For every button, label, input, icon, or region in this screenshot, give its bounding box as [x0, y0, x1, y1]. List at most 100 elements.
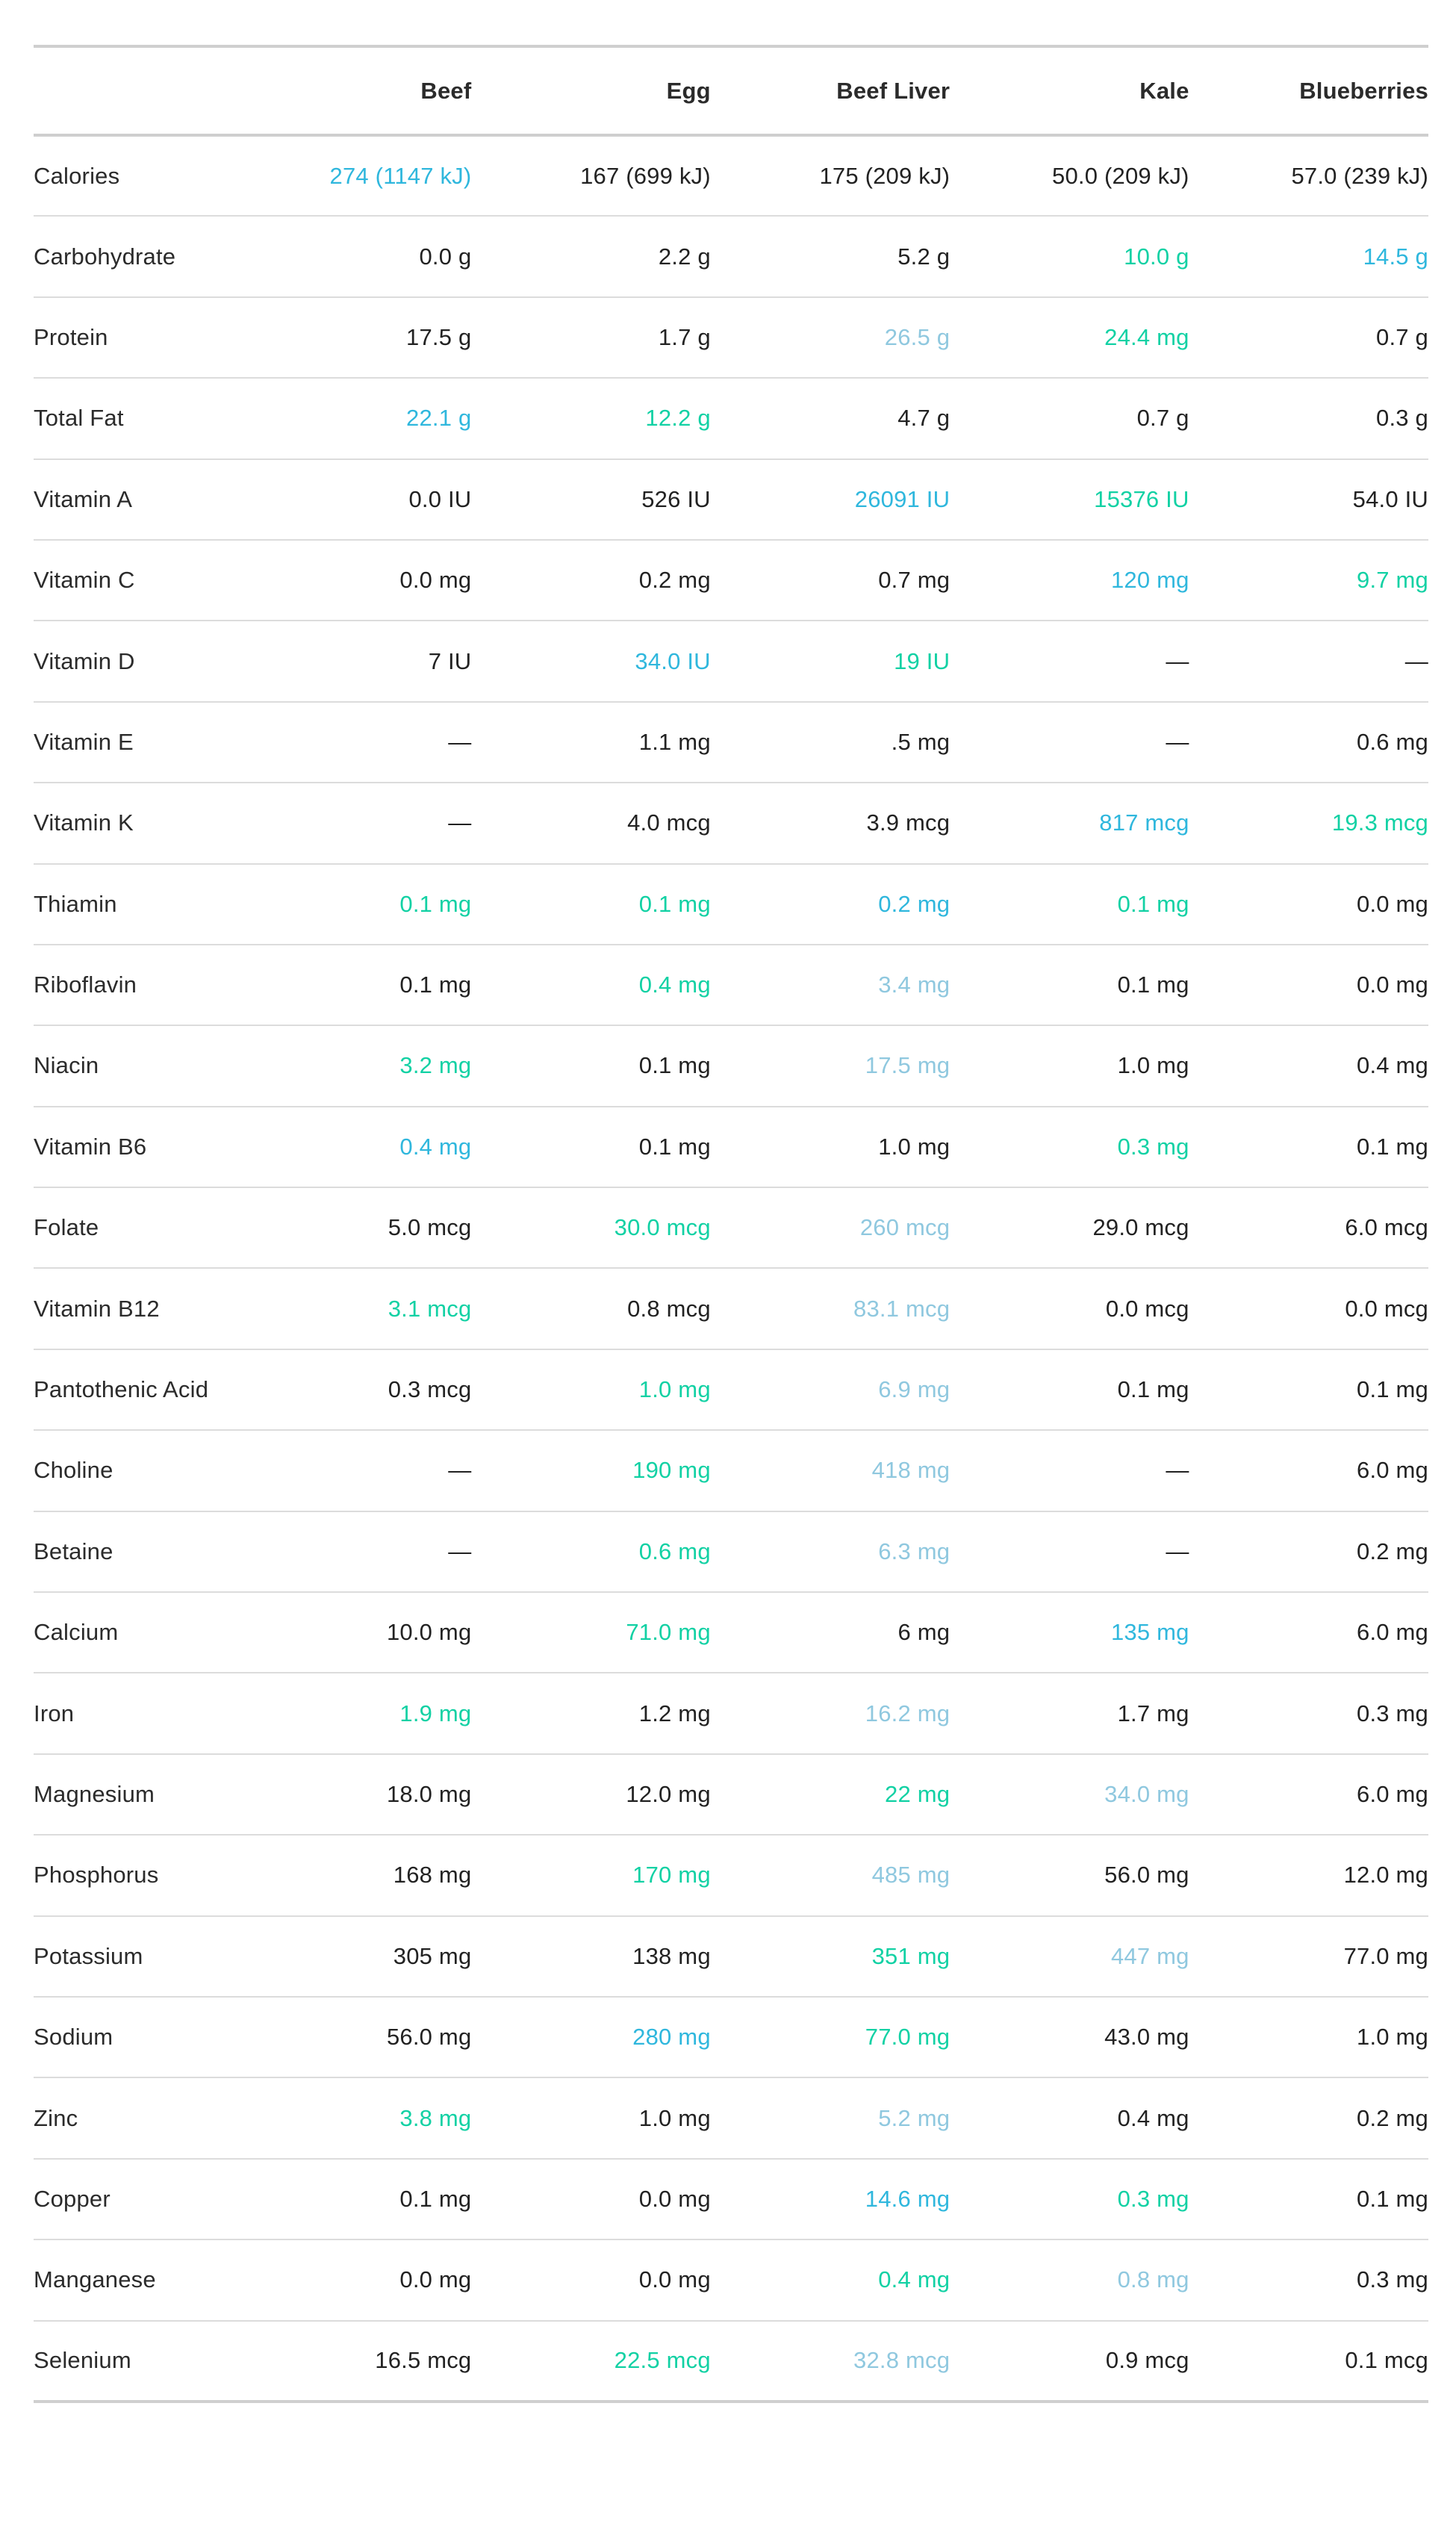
cell-kale: 120 mg	[950, 539, 1189, 622]
cell-kale: 0.1 mg	[950, 1349, 1189, 1432]
cell-beef: 0.0 g	[232, 216, 472, 298]
cell-beef: 274 (1147 kJ)	[232, 135, 472, 217]
nutrient-label: Iron	[34, 1673, 232, 1755]
nutrient-label: Niacin	[34, 1025, 232, 1107]
cell-beef: 0.4 mg	[232, 1106, 472, 1189]
cell-beef-liver: 4.7 g	[710, 378, 951, 460]
cell-egg: 1.2 mg	[471, 1673, 711, 1755]
cell-blueberries: 6.0 mcg	[1189, 1187, 1428, 1269]
table-row: Choline —190 mg 418 mg —6.0 mg	[34, 1430, 1428, 1512]
cell-blueberries: 54.0 IU	[1189, 459, 1428, 541]
cell-kale: 34.0 mg	[950, 1753, 1189, 1836]
cell-beef-liver: 0.4 mg	[710, 2239, 951, 2322]
cell-kale: 43.0 mg	[950, 1996, 1189, 2079]
cell-beef-liver: 1.0 mg	[710, 1106, 951, 1189]
cell-egg: 30.0 mcg	[471, 1187, 711, 1269]
cell-egg: 0.4 mg	[471, 944, 711, 1027]
column-header-egg: Egg	[471, 45, 711, 137]
cell-beef: 16.5 mcg	[232, 2320, 472, 2403]
cell-beef: 18.0 mg	[232, 1753, 472, 1836]
cell-egg: 0.2 mg	[471, 539, 711, 622]
table-row: Magnesium 18.0 mg 12.0 mg 22 mg 34.0 mg 6.0 m…	[34, 1753, 1428, 1836]
nutrient-label: Selenium	[34, 2320, 232, 2403]
cell-beef-liver: 0.7 mg	[710, 539, 951, 622]
cell-beef: 0.1 mg	[232, 944, 472, 1027]
nutrient-label: Pantothenic Acid	[34, 1349, 232, 1432]
cell-blueberries: 19.3 mcg	[1189, 783, 1428, 865]
cell-egg: 0.0 mg	[471, 2158, 711, 2241]
cell-beef-liver: 0.2 mg	[710, 863, 951, 945]
nutrient-label: Thiamin	[34, 863, 232, 945]
table-row: Protein 17.5 g 1.7 g 26.5 g 24.4 mg 0.7 g	[34, 296, 1428, 379]
cell-beef: —	[232, 783, 472, 865]
cell-beef: 17.5 g	[232, 296, 472, 379]
cell-beef: 1.9 mg	[232, 1673, 472, 1755]
cell-beef: 22.1 g	[232, 378, 472, 460]
cell-beef-liver: .5 mg	[710, 701, 951, 784]
cell-kale: 0.7 g	[950, 378, 1189, 460]
cell-beef: —	[232, 1511, 472, 1594]
cell-beef: 0.1 mg	[232, 863, 472, 945]
cell-egg: 71.0 mg	[471, 1592, 711, 1674]
cell-blueberries: 0.4 mg	[1189, 1025, 1428, 1107]
table-row: Potassium 305 mg 138 mg 351 mg 447 mg 77.0 mg	[34, 1915, 1428, 1998]
cell-blueberries: 0.3 mg	[1189, 1673, 1428, 1755]
table-row: Folate 5.0 mcg 30.0 mcg 260 mcg 29.0 mcg 6.0 …	[34, 1187, 1428, 1269]
cell-egg: 4.0 mcg	[471, 783, 711, 865]
cell-beef: —	[232, 701, 472, 784]
table-row: Iron 1.9 mg 1.2 mg 16.2 mg 1.7 mg 0.3 mg	[34, 1673, 1428, 1755]
cell-beef: 10.0 mg	[232, 1592, 472, 1674]
table-row: Total Fat 22.1 g 12.2 g 4.7 g 0.7 g 0.3 g	[34, 378, 1428, 460]
table-row: Manganese 0.0 mg 0.0 mg 0.4 mg 0.8 mg 0.3 mg	[34, 2239, 1428, 2322]
nutrient-label: Zinc	[34, 2077, 232, 2160]
cell-blueberries: 0.1 mcg	[1189, 2320, 1428, 2403]
nutrition-comparison-container: Beef Egg Beef Liver Kale Blueberries Cal…	[34, 45, 1428, 2403]
cell-blueberries: 0.2 mg	[1189, 2077, 1428, 2160]
cell-kale: 447 mg	[950, 1915, 1189, 1998]
nutrient-label: Vitamin K	[34, 783, 232, 865]
cell-kale: —	[950, 701, 1189, 784]
cell-beef-liver: 14.6 mg	[710, 2158, 951, 2241]
column-header-kale: Kale	[950, 45, 1189, 137]
cell-beef: 56.0 mg	[232, 1996, 472, 2079]
cell-beef: —	[232, 1430, 472, 1512]
cell-beef: 0.1 mg	[232, 2158, 472, 2241]
cell-blueberries: 12.0 mg	[1189, 1835, 1428, 1917]
table-row: Phosphorus 168 mg 170 mg 485 mg 56.0 mg 12.0 …	[34, 1835, 1428, 1917]
cell-beef-liver: 6.9 mg	[710, 1349, 951, 1432]
cell-egg: 0.1 mg	[471, 1106, 711, 1189]
cell-beef-liver: 6 mg	[710, 1592, 951, 1674]
cell-kale: 29.0 mcg	[950, 1187, 1189, 1269]
nutrient-label: Calories	[34, 135, 232, 217]
cell-beef-liver: 19 IU	[710, 621, 951, 703]
cell-blueberries: 6.0 mg	[1189, 1430, 1428, 1512]
cell-beef-liver: 5.2 g	[710, 216, 951, 298]
column-header-blueberries: Blueberries	[1189, 45, 1428, 137]
cell-kale: 0.1 mg	[950, 944, 1189, 1027]
cell-beef-liver: 3.4 mg	[710, 944, 951, 1027]
nutrition-comparison-table: Beef Egg Beef Liver Kale Blueberries Cal…	[34, 45, 1428, 2403]
cell-blueberries: 0.0 mg	[1189, 863, 1428, 945]
table-row: Carbohydrate 0.0 g 2.2 g 5.2 g 10.0 g 14.5 g	[34, 216, 1428, 298]
cell-egg: 1.0 mg	[471, 1349, 711, 1432]
cell-beef: 5.0 mcg	[232, 1187, 472, 1269]
cell-beef-liver: 16.2 mg	[710, 1673, 951, 1755]
nutrient-label: Choline	[34, 1430, 232, 1512]
nutrient-column-header	[34, 45, 232, 137]
cell-kale: 10.0 g	[950, 216, 1189, 298]
cell-beef: 168 mg	[232, 1835, 472, 1917]
nutrient-label: Folate	[34, 1187, 232, 1269]
cell-egg: 1.1 mg	[471, 701, 711, 784]
cell-blueberries: 14.5 g	[1189, 216, 1428, 298]
cell-blueberries: 77.0 mg	[1189, 1915, 1428, 1998]
cell-blueberries: 6.0 mg	[1189, 1592, 1428, 1674]
nutrient-label: Protein	[34, 296, 232, 379]
cell-beef-liver: 22 mg	[710, 1753, 951, 1836]
table-row: Riboflavin 0.1 mg 0.4 mg 3.4 mg 0.1 mg 0.0 mg	[34, 944, 1428, 1027]
cell-beef-liver: 26.5 g	[710, 296, 951, 379]
cell-egg: 138 mg	[471, 1915, 711, 1998]
cell-kale: —	[950, 621, 1189, 703]
table-row: Calories 274 (1147 kJ) 167 (699 kJ) 175 (20…	[34, 135, 1428, 217]
cell-egg: 0.8 mcg	[471, 1268, 711, 1350]
